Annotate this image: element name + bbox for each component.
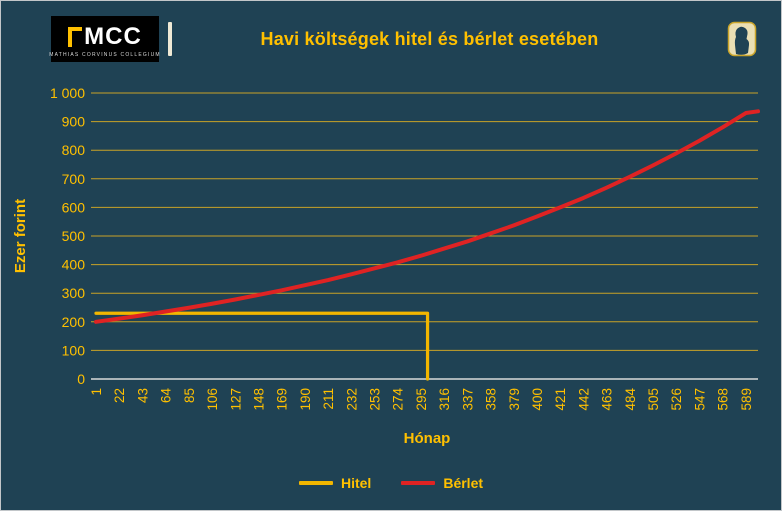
y-tick-label: 700: [62, 171, 86, 187]
y-tick-label: 100: [62, 342, 86, 358]
y-tick-label: 800: [62, 142, 86, 158]
x-tick-label: 253: [368, 388, 383, 411]
legend-item-hitel: Hitel: [298, 474, 372, 491]
x-tick-label: 190: [298, 388, 313, 411]
x-tick-label: 421: [553, 388, 568, 411]
x-tick-label: 400: [530, 388, 545, 411]
logo-subtext: MATHIAS CORVINUS COLLEGIUM: [49, 51, 161, 58]
x-tick-label: 337: [460, 388, 475, 411]
logo-divider: [168, 22, 172, 56]
x-tick-label: 274: [391, 388, 406, 411]
x-tick-label: 211: [321, 388, 336, 410]
x-tick-label: 316: [437, 388, 452, 411]
x-tick-label: 484: [623, 388, 638, 411]
y-tick-label: 500: [62, 228, 86, 244]
x-tick-label: 127: [228, 388, 243, 411]
x-tick-label: 232: [344, 388, 359, 411]
legend-label-berlet: Bérlet: [443, 474, 484, 491]
x-tick-label: 358: [484, 388, 499, 411]
x-tick-label: 379: [507, 388, 522, 411]
series-line-hitel: [94, 311, 430, 381]
x-tick-label: 43: [135, 388, 150, 403]
x-tick-label: 526: [669, 388, 684, 411]
x-tick-label: 1: [89, 388, 104, 396]
portrait-icon: [727, 21, 757, 57]
logo-bracket-icon: [68, 26, 83, 47]
x-tick-label: 505: [646, 388, 661, 411]
x-tick-label: 64: [159, 388, 174, 404]
y-tick-label: 900: [62, 114, 86, 130]
x-tick-label: 106: [205, 388, 220, 411]
legend-swatch-hitel: [298, 480, 333, 485]
y-tick-labels: 0 100 200 300 400 500 600 700 800 900 1 000: [50, 85, 85, 387]
y-tick-label: 0: [77, 371, 85, 387]
x-tick-label: 169: [275, 388, 290, 411]
legend: Hitel Bérlet: [1, 465, 781, 510]
y-tick-label: 300: [62, 285, 86, 301]
x-tick-label: 568: [716, 388, 731, 411]
x-tick-label: 295: [414, 388, 429, 411]
mcc-logo: MCC MATHIAS CORVINUS COLLEGIUM: [49, 16, 172, 62]
mcc-logo-box: MCC MATHIAS CORVINUS COLLEGIUM: [49, 16, 161, 62]
x-tick-label: 85: [182, 388, 197, 403]
x-tick-label: 463: [600, 388, 615, 411]
legend-swatch-berlet: [401, 480, 436, 485]
chart: 0 100 200 300 400 500 600 700 800 900 1 000 1 22 43 64…: [1, 77, 781, 465]
y-tick-label: 200: [62, 314, 86, 330]
legend-label-hitel: Hitel: [340, 474, 372, 491]
x-tick-label: 547: [692, 388, 707, 411]
y-gridlines: [91, 92, 758, 380]
x-tick-label: 442: [576, 388, 591, 411]
series-line-bérlet: [94, 109, 760, 324]
x-tick-label: 22: [112, 388, 127, 403]
x-tick-label: 148: [251, 388, 266, 411]
y-axis-label: Ezer forint: [12, 199, 29, 273]
y-tick-label: 400: [62, 257, 86, 273]
x-axis-label: Hónap: [404, 430, 451, 447]
header: MCC MATHIAS CORVINUS COLLEGIUM Havi költ…: [1, 1, 781, 77]
logo-text: MCC: [84, 22, 142, 50]
x-tick-labels: 1 22 43 64 85 106 127 148 169 190 211 232 253 274 295 3…: [89, 388, 754, 411]
legend-item-berlet: Bérlet: [401, 475, 483, 491]
page-title: Havi költségek hitel és bérlet esetében: [260, 28, 599, 49]
chart-svg: 0 100 200 300 400 500 600 700 800 900 1 000 1 22 43 64…: [12, 85, 760, 447]
x-tick-label: 589: [739, 388, 754, 411]
y-tick-label: 600: [62, 199, 86, 215]
y-tick-label: 1 000: [50, 85, 85, 101]
